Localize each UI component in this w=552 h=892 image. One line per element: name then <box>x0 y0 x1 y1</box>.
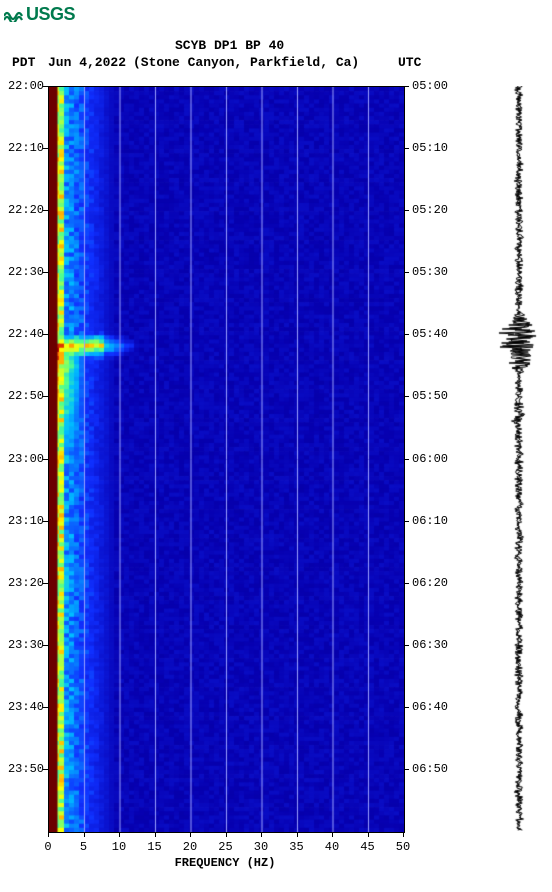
y-tick-right: 05:10 <box>412 141 448 155</box>
x-axis-label: FREQUENCY (HZ) <box>175 856 276 870</box>
y-tick-left: 23:20 <box>8 576 44 590</box>
y-tick-left: 22:00 <box>8 79 44 93</box>
x-tick: 30 <box>254 840 268 854</box>
chart-title: SCYB DP1 BP 40 <box>175 38 284 53</box>
y-tick-left: 23:10 <box>8 514 44 528</box>
x-tick: 45 <box>360 840 374 854</box>
y-tick-left: 23:50 <box>8 762 44 776</box>
x-tick: 50 <box>396 840 410 854</box>
waveform-trace <box>490 86 548 831</box>
y-tick-right: 06:30 <box>412 638 448 652</box>
y-tick-left: 23:00 <box>8 452 44 466</box>
y-tick-right: 05:50 <box>412 389 448 403</box>
root: USGS SCYB DP1 BP 40 PDT Jun 4,2022 (Ston… <box>0 0 552 892</box>
usgs-wave-icon <box>4 6 24 22</box>
x-tick: 25 <box>218 840 232 854</box>
y-tick-right: 06:00 <box>412 452 448 466</box>
y-tick-right: 05:40 <box>412 327 448 341</box>
usgs-logo-text: USGS <box>26 4 75 25</box>
y-tick-left: 22:50 <box>8 389 44 403</box>
y-tick-left: 23:40 <box>8 700 44 714</box>
y-tick-right: 06:40 <box>412 700 448 714</box>
y-tick-left: 23:30 <box>8 638 44 652</box>
tz-left-label: PDT <box>12 55 35 70</box>
y-tick-right: 05:20 <box>412 203 448 217</box>
tz-right-label: UTC <box>398 55 421 70</box>
y-tick-left: 22:30 <box>8 265 44 279</box>
location-label: (Stone Canyon, Parkfield, Ca) <box>133 55 359 70</box>
spectrogram-plot <box>48 86 405 833</box>
x-tick: 5 <box>80 840 87 854</box>
y-tick-right: 06:50 <box>412 762 448 776</box>
x-tick: 15 <box>147 840 161 854</box>
x-tick: 20 <box>183 840 197 854</box>
y-tick-left: 22:10 <box>8 141 44 155</box>
y-tick-left: 22:40 <box>8 327 44 341</box>
x-tick: 0 <box>44 840 51 854</box>
y-tick-right: 05:00 <box>412 79 448 93</box>
y-tick-right: 06:20 <box>412 576 448 590</box>
date-label: Jun 4,2022 <box>48 55 126 70</box>
spectrogram-canvas <box>49 87 404 832</box>
usgs-logo: USGS <box>4 4 75 24</box>
x-tick: 10 <box>112 840 126 854</box>
x-tick: 35 <box>289 840 303 854</box>
y-tick-right: 05:30 <box>412 265 448 279</box>
x-tick: 40 <box>325 840 339 854</box>
y-tick-right: 06:10 <box>412 514 448 528</box>
y-tick-left: 22:20 <box>8 203 44 217</box>
